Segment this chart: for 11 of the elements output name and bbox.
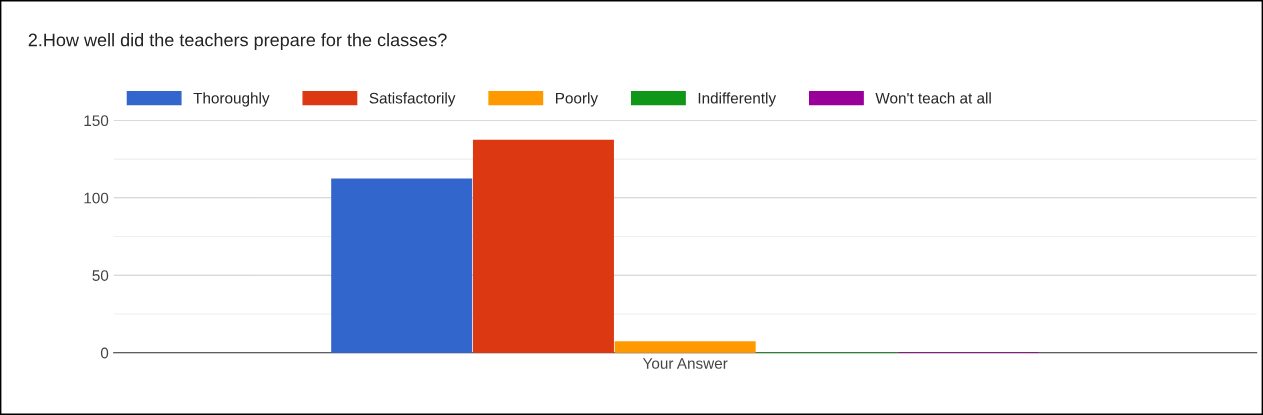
y-tick-label: 100 [84, 192, 109, 204]
y-tick-label: 50 [92, 270, 109, 281]
x-tick-label: Your Answer [642, 358, 728, 369]
legend-label: Satisfactorily [369, 92, 456, 107]
legend-label: Won't teach at all [875, 92, 991, 104]
legend-label: Indifferently [698, 92, 777, 107]
legend-label: Thoroughly [193, 92, 270, 107]
legend-label: Poorly [556, 92, 599, 107]
y-tick-label: 0 [100, 347, 109, 359]
y-tick-label: 150 [84, 115, 109, 127]
chart-title: 2.How well did the teachers prepare for the classes? [28, 33, 447, 50]
